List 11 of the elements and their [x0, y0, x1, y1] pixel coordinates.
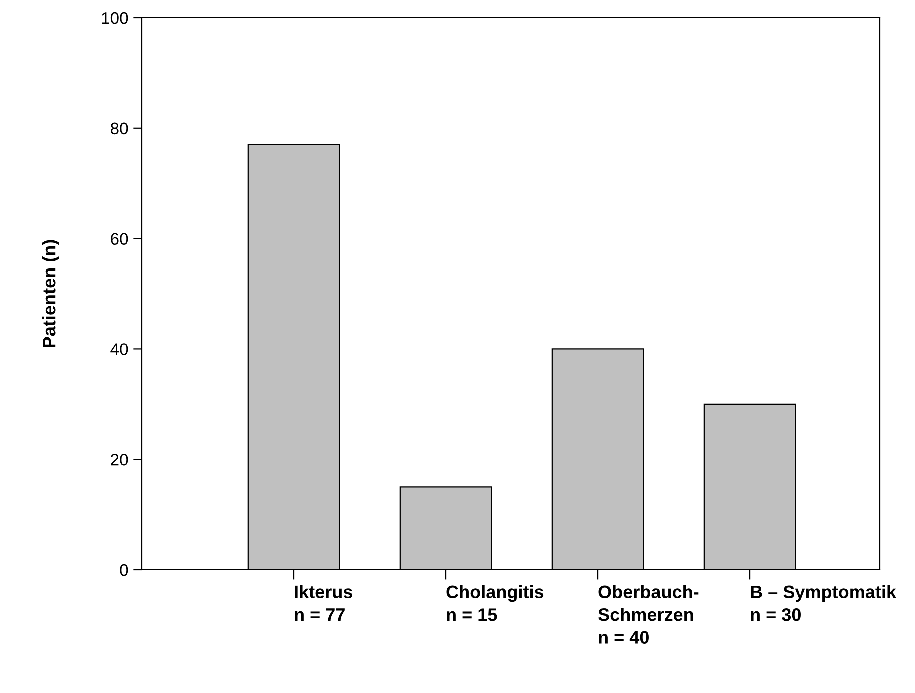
x-tick-label: B – Symptomatik n = 30	[751, 585, 897, 622]
y-tick-label: 0	[120, 564, 128, 576]
y-tick-label: 100	[102, 12, 128, 24]
y-tick-label: 20	[111, 454, 128, 466]
x-tick-label: Cholangitis n = 15	[446, 585, 544, 622]
y-axis-title: Patienten (n)	[42, 240, 60, 348]
x-tick-label: Oberbauch- Schmerzen n = 40	[598, 585, 699, 644]
y-tick-label: 80	[110, 122, 128, 135]
x-tick-label: Ikterus n = 77	[295, 585, 352, 622]
y-tick-label: 60	[111, 233, 128, 246]
y-tick-label: 40	[110, 344, 128, 356]
